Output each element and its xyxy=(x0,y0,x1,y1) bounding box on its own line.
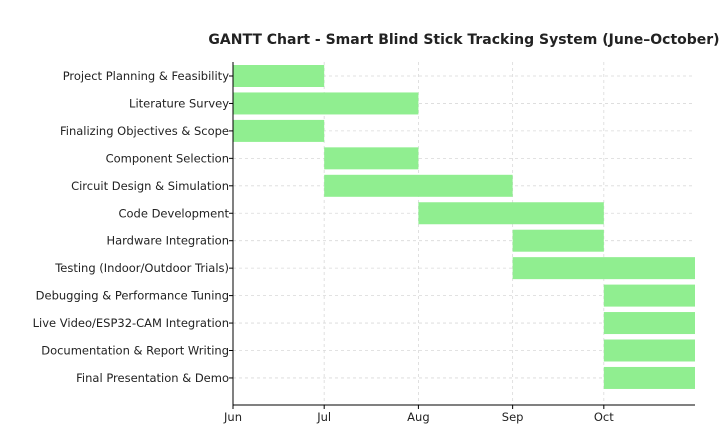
task-label: Hardware Integration xyxy=(106,234,229,248)
x-tick-labels: Jun Jul Aug Sep Oct xyxy=(223,410,614,424)
task-bar xyxy=(512,229,604,252)
task-bar xyxy=(418,202,604,225)
task-bar xyxy=(603,312,695,335)
task-label: Code Development xyxy=(118,206,229,220)
task-bar xyxy=(603,366,695,389)
task-label: Live Video/ESP32-CAM Integration xyxy=(33,316,229,330)
task-bar xyxy=(603,339,695,362)
task-label: Component Selection xyxy=(106,151,229,165)
task-bar xyxy=(324,174,513,197)
task-bar xyxy=(324,147,419,170)
x-tick-label: Sep xyxy=(502,410,524,424)
axes xyxy=(229,62,695,409)
task-label: Documentation & Report Writing xyxy=(41,344,229,358)
task-label: Project Planning & Feasibility xyxy=(63,69,230,83)
x-tick-label: Jul xyxy=(316,410,331,424)
task-label: Final Presentation & Demo xyxy=(76,371,229,385)
task-bar xyxy=(603,284,695,307)
task-label: Circuit Design & Simulation xyxy=(71,179,229,193)
task-bar xyxy=(512,257,695,280)
task-label: Debugging & Performance Tuning xyxy=(36,289,229,303)
x-tick-label: Jun xyxy=(223,410,242,424)
x-tick-label: Oct xyxy=(594,410,614,424)
chart-title: GANTT Chart - Smart Blind Stick Tracking… xyxy=(208,32,719,48)
task-label: Testing (Indoor/Outdoor Trials) xyxy=(54,261,229,275)
task-bar xyxy=(233,119,325,142)
x-tick-label: Aug xyxy=(407,410,429,424)
task-label: Literature Survey xyxy=(129,96,229,110)
task-label: Finalizing Objectives & Scope xyxy=(60,124,229,138)
task-labels: Project Planning & Feasibility Literature… xyxy=(33,69,230,385)
task-bars xyxy=(233,65,695,389)
task-bar xyxy=(233,65,325,87)
task-bar xyxy=(233,92,419,115)
